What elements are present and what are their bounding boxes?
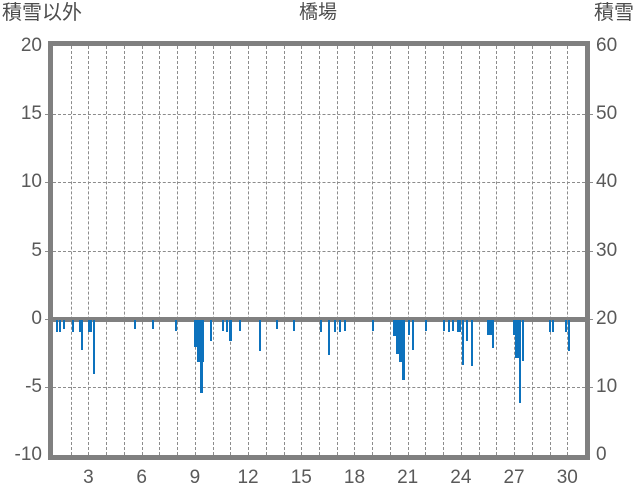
- bar: [209, 319, 213, 342]
- x-tick-label: 3: [83, 467, 94, 488]
- x-tick-label: 15: [290, 467, 312, 488]
- bar: [412, 319, 415, 350]
- bar: [338, 319, 341, 332]
- bar: [398, 319, 402, 362]
- bar: [448, 319, 451, 332]
- bar: [222, 319, 225, 331]
- gridline-horizontal: [53, 386, 585, 388]
- plot-inner: [53, 46, 585, 455]
- bar: [133, 319, 136, 330]
- bar: [461, 319, 464, 365]
- x-tick-label: 21: [397, 467, 419, 488]
- bar: [522, 319, 525, 361]
- left-axis-title: 積雪以外: [2, 2, 82, 24]
- x-tick-label: 30: [556, 467, 578, 488]
- y-tick-label-right: 0: [596, 444, 607, 465]
- bar: [59, 319, 62, 332]
- bar: [396, 319, 399, 354]
- y-tick-label-right: 60: [596, 35, 618, 56]
- bar: [319, 319, 322, 332]
- bar: [457, 319, 461, 332]
- bar: [90, 319, 93, 332]
- x-tick-label: 27: [503, 467, 525, 488]
- bar: [518, 319, 521, 403]
- bar: [552, 319, 555, 332]
- bar: [71, 319, 75, 332]
- y-tick-label-right: 40: [596, 171, 618, 193]
- y-tick-label-right: 10: [596, 375, 618, 397]
- bar: [193, 319, 198, 347]
- y-tick-label-left: 0: [31, 307, 42, 329]
- x-tick-label: 24: [450, 467, 472, 488]
- bar: [564, 319, 567, 332]
- bar: [275, 319, 278, 330]
- bar: [466, 319, 469, 342]
- y-tick-label-left: -5: [25, 375, 42, 397]
- bar: [327, 319, 331, 356]
- right-axis-title: 積雪: [594, 2, 634, 24]
- bar: [491, 319, 495, 349]
- bar: [55, 319, 58, 332]
- gridline-horizontal: [53, 182, 585, 184]
- bar: [229, 319, 232, 342]
- bar: [407, 319, 410, 335]
- bar: [92, 319, 96, 375]
- bar: [175, 319, 178, 331]
- zero-baseline: [53, 316, 585, 322]
- bar: [425, 319, 428, 331]
- bar: [62, 319, 65, 330]
- bar: [402, 319, 405, 380]
- bar: [470, 319, 473, 366]
- x-tick-label: 12: [237, 467, 259, 488]
- bar: [225, 319, 228, 332]
- bar: [514, 319, 520, 358]
- bar: [152, 319, 155, 330]
- bar: [452, 319, 454, 331]
- y-tick-label-left: 10: [20, 171, 42, 193]
- bar: [334, 319, 337, 332]
- bar: [392, 319, 398, 337]
- bar: [87, 319, 90, 332]
- bar: [293, 319, 296, 331]
- y-tick-label-left: -10: [14, 444, 42, 465]
- bar: [443, 319, 446, 331]
- bar: [372, 319, 375, 331]
- chart-title: 橋場: [298, 2, 337, 23]
- x-tick-label: 18: [343, 467, 366, 488]
- bar: [513, 319, 516, 335]
- y-tick-label-left: 15: [20, 103, 42, 125]
- gridline-horizontal: [53, 250, 585, 252]
- bar: [78, 319, 81, 332]
- x-tick-label: 9: [189, 467, 201, 488]
- bar: [343, 319, 346, 331]
- bar: [239, 319, 242, 331]
- bar: [548, 319, 551, 332]
- y-tick-label-left: 5: [31, 239, 42, 261]
- bar: [81, 319, 84, 350]
- y-tick-label-right: 30: [596, 239, 618, 261]
- bar: [568, 319, 571, 351]
- y-tick-label-left: 20: [20, 35, 42, 56]
- gridline-horizontal: [53, 114, 585, 116]
- bar: [258, 319, 261, 351]
- plot-area: [48, 41, 590, 460]
- bar: [200, 319, 203, 394]
- y-tick-label-right: 20: [596, 307, 618, 329]
- y-tick-label-right: 50: [596, 103, 618, 125]
- x-tick-label: 6: [136, 467, 147, 488]
- bar: [487, 319, 494, 335]
